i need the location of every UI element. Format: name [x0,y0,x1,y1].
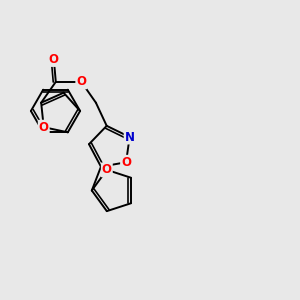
Text: O: O [102,164,112,176]
Text: O: O [76,75,86,88]
Text: O: O [39,121,49,134]
Text: O: O [49,53,59,66]
Text: O: O [121,156,131,169]
Text: N: N [124,130,135,143]
